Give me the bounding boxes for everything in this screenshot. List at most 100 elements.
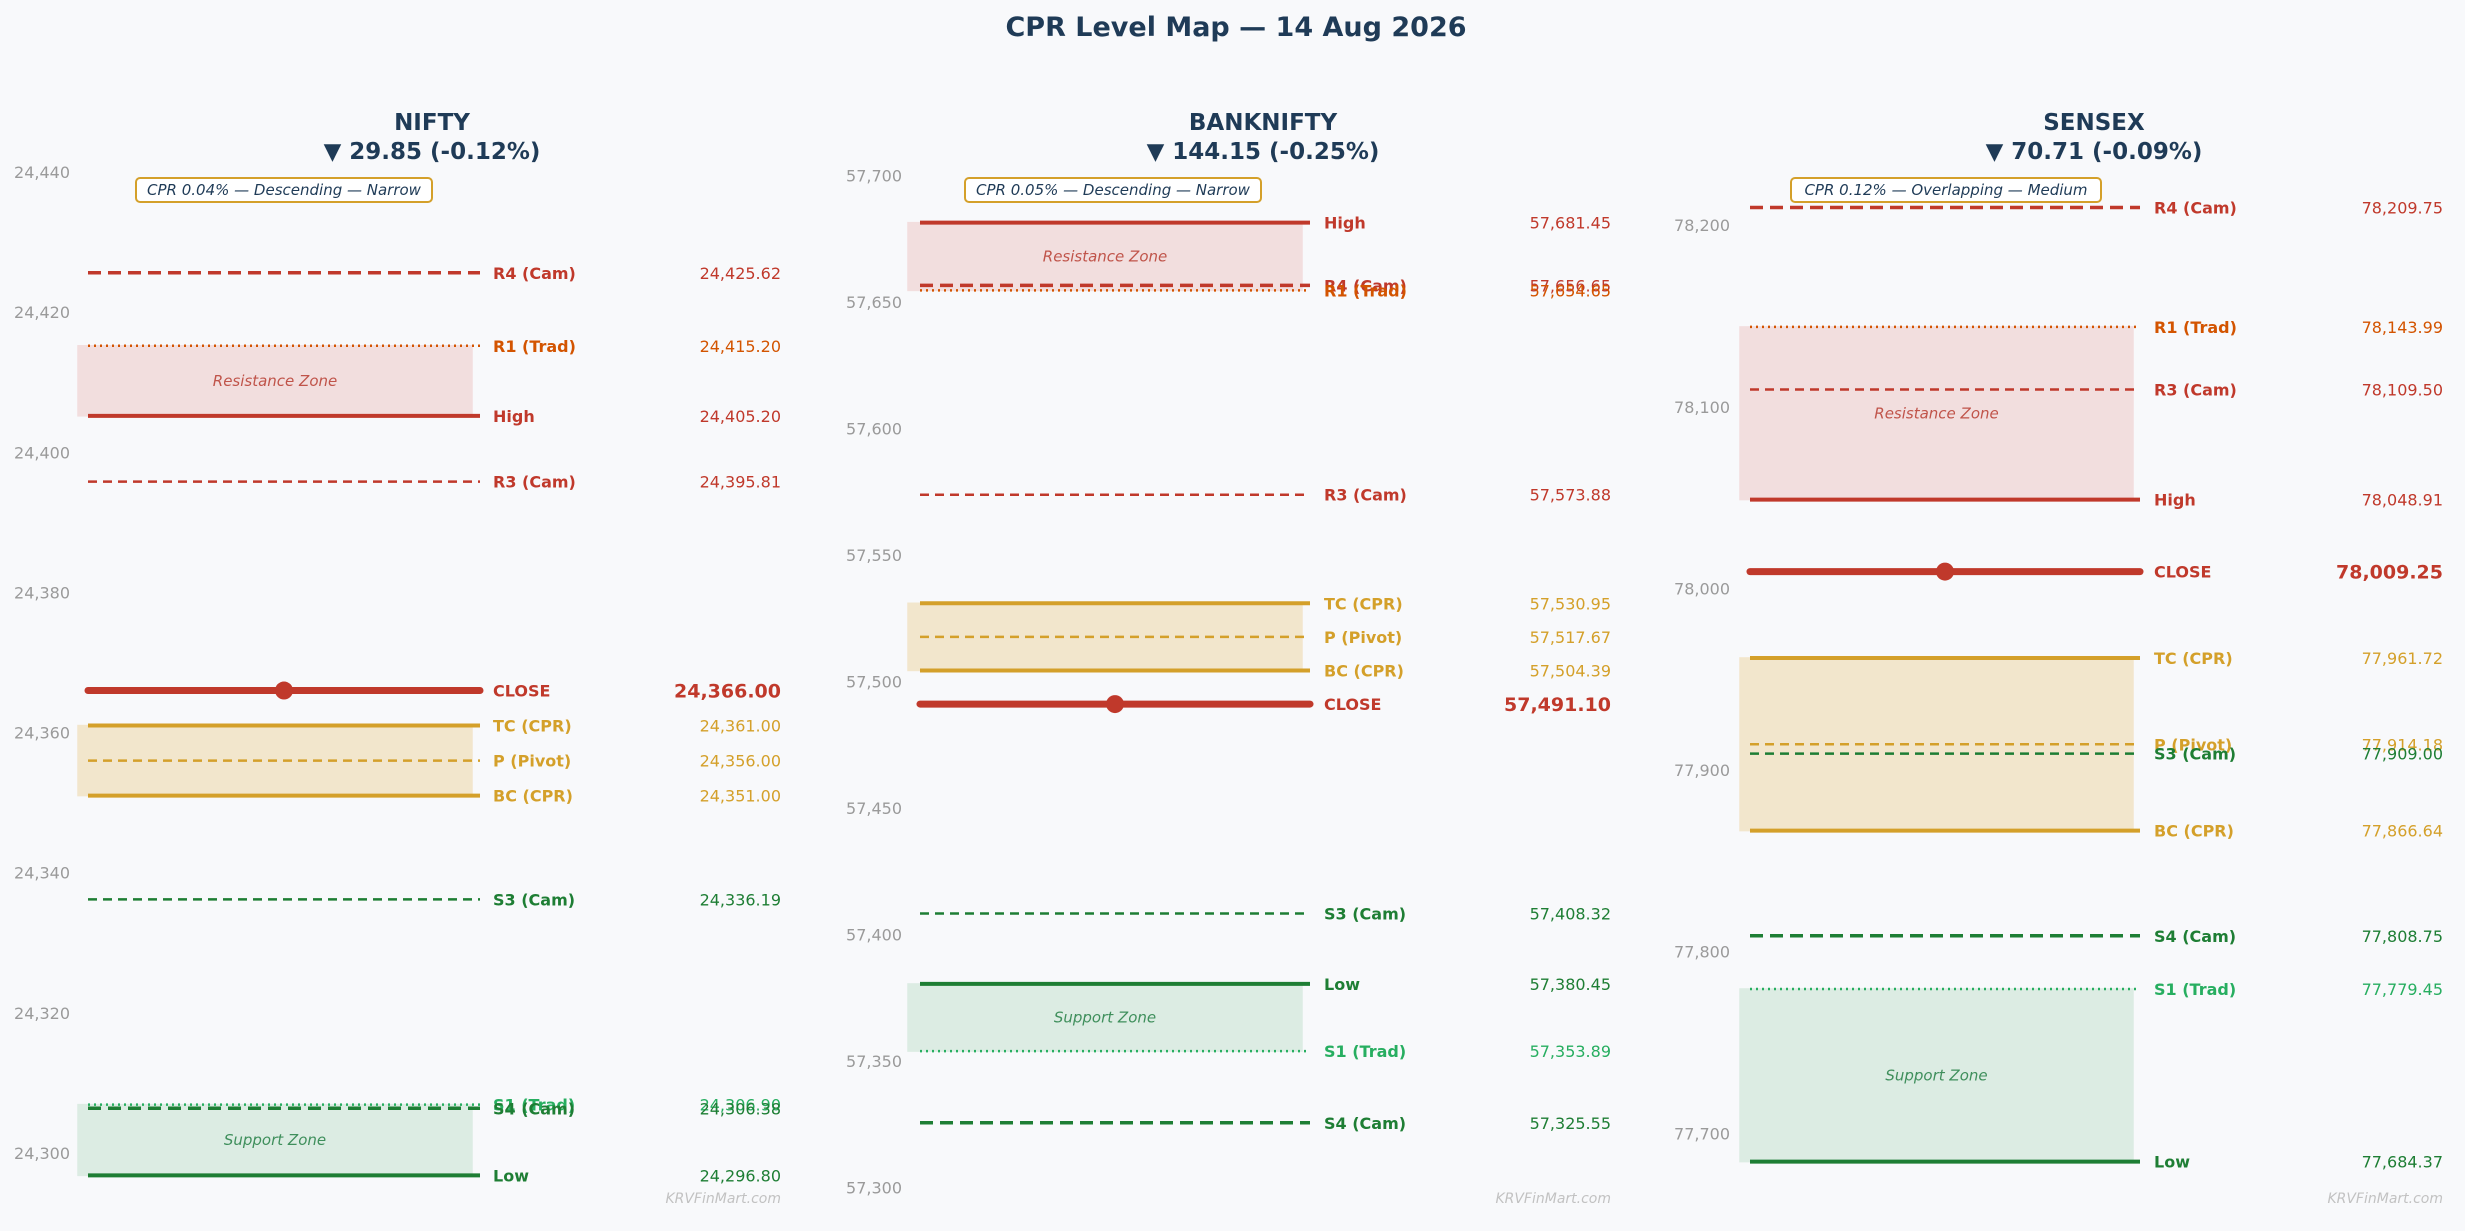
- level-name: CLOSE: [493, 682, 550, 701]
- level-value: 57,353.89: [1530, 1042, 1611, 1061]
- resistance-zone: [907, 221, 1303, 292]
- level-value: 57,504.39: [1530, 661, 1611, 680]
- cpr-info-text: CPR 0.04% — Descending — Narrow: [147, 181, 422, 199]
- level-value: 24,361.00: [700, 717, 781, 736]
- level-name: P (Pivot): [2154, 735, 2232, 754]
- chart-title: CPR Level Map — 14 Aug 2026: [1005, 12, 1466, 43]
- cpr-info-text: CPR 0.05% — Descending — Narrow: [976, 181, 1251, 199]
- panel-sensex: SENSEX ▼ 70.71 (-0.09%) 77,700 77,800 77,900…: [1674, 110, 2443, 1207]
- level-name: S1 (Trad): [1324, 1042, 1406, 1061]
- level-value: 78,048.91: [2362, 491, 2443, 510]
- level-value: 57,530.95: [1530, 594, 1611, 613]
- level-value: 24,415.20: [700, 337, 781, 356]
- panel-change: ▼ 144.15 (-0.25%): [1147, 139, 1380, 165]
- y-tick-label: 24,400: [14, 443, 70, 462]
- watermark: KRVFinMart.com: [1495, 1191, 1611, 1207]
- y-tick-label: 24,340: [14, 864, 70, 883]
- level-value: 77,914.18: [2362, 735, 2443, 754]
- level-value: 77,909.00: [2362, 745, 2443, 764]
- level-name: CLOSE: [1324, 695, 1381, 714]
- level-value: 77,961.72: [2362, 649, 2443, 668]
- level-name: Low: [1324, 975, 1360, 994]
- level-value: 57,380.45: [1530, 975, 1611, 994]
- y-tick-label: 24,420: [14, 303, 70, 322]
- y-tick-label: 77,800: [1674, 943, 1730, 962]
- level-name: S3 (Cam): [493, 890, 575, 909]
- panel-change: ▼ 29.85 (-0.12%): [324, 139, 541, 165]
- level-value: 57,573.88: [1530, 486, 1611, 505]
- level-name: P (Pivot): [493, 752, 571, 771]
- cpr-info-text: CPR 0.12% — Overlapping — Medium: [1804, 181, 2087, 199]
- support-zone-label: Support Zone: [224, 1131, 326, 1149]
- y-tick-label: 57,650: [846, 293, 902, 312]
- y-tick-label: 78,200: [1674, 216, 1730, 235]
- panel-change: ▼ 70.71 (-0.09%): [1986, 139, 2203, 165]
- level-value: 78,209.75: [2362, 198, 2443, 217]
- level-name: R1 (Trad): [493, 337, 576, 356]
- level-name: R4 (Cam): [2154, 198, 2237, 217]
- level-name: TC (CPR): [2154, 649, 2233, 668]
- level-value: 57,654.65: [1530, 281, 1611, 300]
- level-value: 57,656.65: [1530, 276, 1611, 295]
- level-value: 24,356.00: [700, 752, 781, 771]
- level-name: High: [2154, 491, 2196, 510]
- watermark: KRVFinMart.com: [665, 1191, 781, 1207]
- level-value: 57,325.55: [1530, 1114, 1611, 1133]
- level-value: 57,681.45: [1530, 214, 1611, 233]
- resistance-zone-label: Resistance Zone: [213, 372, 337, 390]
- y-tick-label: 57,450: [846, 799, 902, 818]
- level-value: 24,425.62: [700, 264, 781, 283]
- panel-title: SENSEX: [2043, 110, 2145, 136]
- level-name: BC (CPR): [493, 787, 573, 806]
- level-name: R1 (Trad): [1324, 281, 1407, 300]
- level-name: S4 (Cam): [1324, 1114, 1406, 1133]
- level-value: 24,296.80: [700, 1166, 781, 1185]
- level-name: R3 (Cam): [1324, 486, 1407, 505]
- level-name: S4 (Cam): [493, 1099, 575, 1118]
- level-value: 24,405.20: [700, 407, 781, 426]
- level-name: High: [493, 407, 535, 426]
- close-marker: [1106, 695, 1124, 714]
- level-name: BC (CPR): [1324, 661, 1404, 680]
- level-name: S3 (Cam): [2154, 745, 2236, 764]
- cpr-info-box: [1790, 177, 2102, 203]
- watermark: KRVFinMart.com: [2327, 1191, 2443, 1207]
- panel-nifty: NIFTY ▼ 29.85 (-0.12%) 24,300 24,320 24,340 2…: [14, 110, 781, 1207]
- level-value: 24,351.00: [700, 787, 781, 806]
- support-zone: [1739, 988, 2134, 1163]
- level-value: 24,306.38: [700, 1099, 781, 1118]
- y-tick-label: 57,400: [846, 925, 902, 944]
- y-tick-label: 24,320: [14, 1004, 70, 1023]
- resistance-zone-label: Resistance Zone: [1874, 404, 1998, 422]
- resistance-zone-label: Resistance Zone: [1043, 248, 1167, 266]
- y-tick-label: 24,440: [14, 163, 70, 182]
- level-value: 24,306.90: [700, 1096, 781, 1115]
- level-value: 57,517.67: [1530, 628, 1611, 647]
- level-name: Low: [493, 1166, 529, 1185]
- level-value: 78,009.25: [2336, 562, 2443, 584]
- level-name: S4 (Cam): [2154, 927, 2236, 946]
- level-value: 78,109.50: [2362, 381, 2443, 400]
- panel-banknifty: BANKNIFTY ▼ 144.15 (-0.25%) 57,300 57,350 57…: [846, 110, 1611, 1207]
- y-tick-label: 24,300: [14, 1144, 70, 1163]
- y-tick-label: 24,360: [14, 724, 70, 743]
- level-name: High: [1324, 214, 1366, 233]
- support-zone-label: Support Zone: [1885, 1066, 1987, 1084]
- y-tick-label: 77,700: [1674, 1124, 1730, 1143]
- close-marker: [275, 681, 293, 700]
- level-name: TC (CPR): [1324, 594, 1403, 613]
- panel-title: BANKNIFTY: [1189, 110, 1338, 136]
- level-value: 24,395.81: [700, 473, 781, 492]
- level-name: R4 (Cam): [493, 264, 576, 283]
- resistance-zone: [77, 345, 473, 417]
- level-name: S3 (Cam): [1324, 904, 1406, 923]
- y-tick-label: 78,100: [1674, 398, 1730, 417]
- y-tick-label: 24,380: [14, 583, 70, 602]
- y-tick-label: 57,550: [846, 546, 902, 565]
- level-value: 57,408.32: [1530, 904, 1611, 923]
- level-value: 77,808.75: [2362, 927, 2443, 946]
- level-value: 24,366.00: [674, 681, 781, 703]
- level-name: S1 (Trad): [493, 1096, 575, 1115]
- level-name: BC (CPR): [2154, 822, 2234, 841]
